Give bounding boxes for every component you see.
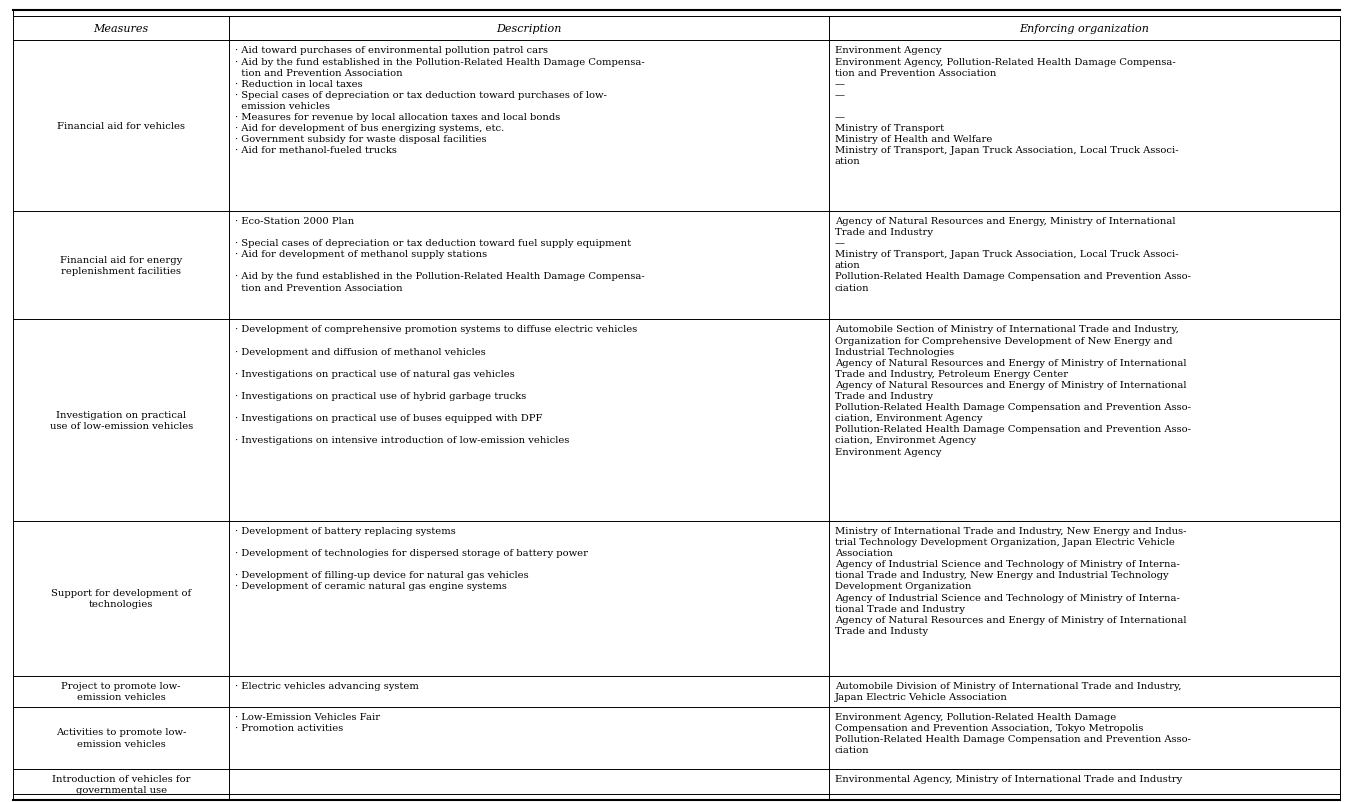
Text: Project to promote low-
emission vehicles: Project to promote low- emission vehicle…	[61, 681, 181, 701]
Text: Financial aid for vehicles: Financial aid for vehicles	[57, 122, 185, 131]
Text: Agency of Natural Resources and Energy, Ministry of International
Trade and Indu: Agency of Natural Resources and Energy, …	[834, 217, 1191, 292]
Text: Environmental Agency, Ministry of International Trade and Industry: Environmental Agency, Ministry of Intern…	[834, 774, 1182, 783]
Text: Automobile Division of Ministry of International Trade and Industry,
Japan Elect: Automobile Division of Ministry of Inter…	[834, 681, 1182, 701]
Text: · Low-Emission Vehicles Fair
· Promotion activities: · Low-Emission Vehicles Fair · Promotion…	[235, 712, 380, 732]
Text: Description: Description	[496, 24, 562, 34]
Text: · Eco-Station 2000 Plan

· Special cases of depreciation or tax deduction toward: · Eco-Station 2000 Plan · Special cases …	[235, 217, 645, 292]
Text: · Development of comprehensive promotion systems to diffuse electric vehicles

·: · Development of comprehensive promotion…	[235, 325, 637, 445]
Text: Investigation on practical
use of low-emission vehicles: Investigation on practical use of low-em…	[50, 410, 193, 430]
Text: Automobile Section of Ministry of International Trade and Industry,
Organization: Automobile Section of Ministry of Intern…	[834, 325, 1191, 456]
Text: · Aid toward purchases of environmental pollution patrol cars
· Aid by the fund : · Aid toward purchases of environmental …	[235, 47, 645, 156]
Text: Measures: Measures	[93, 24, 149, 34]
Text: Financial aid for energy
replenishment facilities: Financial aid for energy replenishment f…	[59, 255, 183, 275]
Text: Enforcing organization: Enforcing organization	[1019, 24, 1149, 34]
Text: Introduction of vehicles for
governmental use: Introduction of vehicles for governmenta…	[51, 774, 191, 794]
Text: · Development of battery replacing systems

· Development of technologies for di: · Development of battery replacing syste…	[235, 526, 588, 591]
Text: Support for development of
technologies: Support for development of technologies	[51, 588, 191, 608]
Text: · Electric vehicles advancing system: · Electric vehicles advancing system	[235, 681, 419, 691]
Text: Ministry of International Trade and Industry, New Energy and Indus-
trial Techno: Ministry of International Trade and Indu…	[834, 526, 1186, 635]
Text: Environment Agency, Pollution-Related Health Damage
Compensation and Prevention : Environment Agency, Pollution-Related He…	[834, 712, 1191, 755]
Text: Environment Agency
Environment Agency, Pollution-Related Health Damage Compensa-: Environment Agency Environment Agency, P…	[834, 47, 1178, 166]
Text: Activities to promote low-
emission vehicles: Activities to promote low- emission vehi…	[55, 727, 187, 747]
